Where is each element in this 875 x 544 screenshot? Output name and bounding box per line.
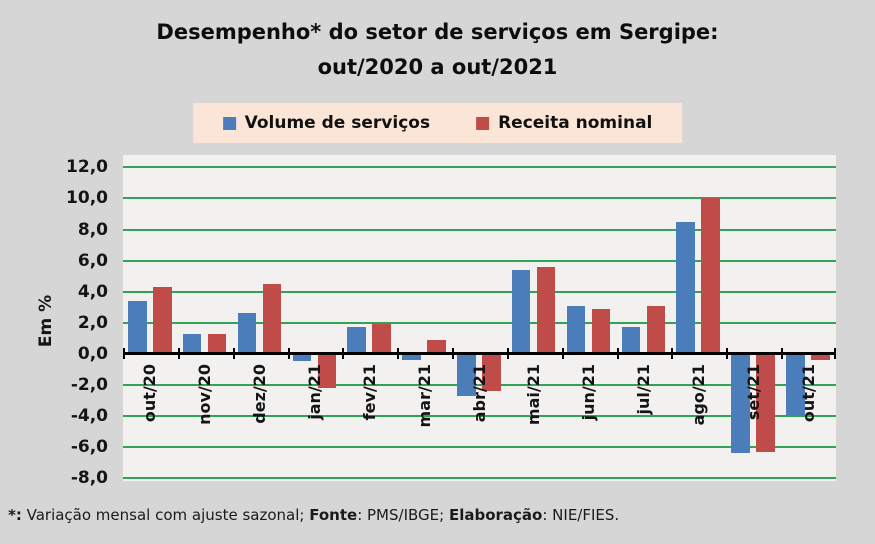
legend: Volume de serviços Receita nominal — [192, 103, 683, 143]
y-tick-label: 0,0 — [77, 343, 108, 364]
bar-jan/21-volume — [292, 353, 312, 362]
bar-abr/21-receita — [482, 353, 501, 391]
plot-area: out/20 nov/20 dez/20 jan/21 fev/21 mar/21 abr/… — [123, 155, 836, 481]
y-tick-label: -6,0 — [70, 436, 108, 457]
gridline-10,0 — [123, 197, 836, 200]
chart-title-line2: out/2020 a out/2021 — [317, 55, 558, 79]
source-note-segment: : PMS/IBGE; — [357, 506, 449, 524]
bar-fev/21-volume — [347, 327, 366, 354]
x-axis-label: nov/20 — [195, 363, 215, 425]
x-axis-label: mar/21 — [414, 363, 434, 428]
bar-set/21-volume — [731, 353, 750, 454]
y-tick-label: 12,0 — [66, 157, 108, 178]
bar-nov/20-receita — [207, 333, 227, 354]
bar-abr/21-volume — [457, 353, 476, 396]
x-axis-tick — [726, 348, 729, 360]
x-axis-label: mai/21 — [524, 363, 544, 425]
x-axis-tick — [616, 348, 619, 360]
volume-series-swatch-icon — [222, 116, 236, 130]
legend-item-receita: Receita nominal — [476, 113, 652, 133]
bar-jun/21-volume — [566, 305, 586, 354]
bar-out/20-receita — [153, 286, 172, 354]
gridline-2,0 — [123, 321, 836, 324]
bar-out/21-volume — [786, 353, 805, 416]
bar-ago/21-volume — [676, 221, 695, 354]
gridline--4,0 — [123, 414, 836, 417]
x-axis-label: jul/21 — [634, 363, 654, 415]
gridline-12,0 — [123, 166, 836, 169]
y-tick-label: 8,0 — [77, 219, 108, 240]
chart-title: Desempenho* do setor de serviços em Serg… — [0, 15, 875, 85]
x-axis-tick — [781, 348, 784, 360]
x-axis-label: jun/21 — [579, 363, 599, 421]
x-axis-tick — [671, 348, 674, 360]
gridline-4,0 — [123, 290, 836, 293]
source-note-segment: *: — [8, 506, 22, 524]
bar-dez/20-receita — [262, 283, 282, 354]
bar-fev/21-receita — [372, 324, 391, 354]
source-note-segment: Fonte — [309, 506, 358, 524]
bar-dez/20-volume — [237, 313, 257, 354]
x-axis-tick — [342, 348, 345, 360]
x-axis-label: set/21 — [743, 363, 763, 420]
bar-mar/21-volume — [402, 353, 421, 360]
x-axis-label: out/21 — [798, 363, 818, 422]
receita-series-swatch-icon — [476, 116, 490, 130]
x-axis-tick — [177, 348, 180, 360]
source-note: *: Variação mensal com ajuste sazonal; F… — [8, 506, 619, 524]
y-tick-label: 2,0 — [77, 312, 108, 333]
legend-label-volume: Volume de serviços — [244, 113, 431, 133]
y-axis: 12,0 10,0 8,0 6,0 4,0 2,0 0,0 -2,0 -4,0 -6,0 -8,0 — [0, 0, 110, 544]
x-axis-tick — [506, 348, 509, 360]
gridline-6,0 — [123, 259, 836, 262]
x-axis-tick — [287, 348, 290, 360]
bar-out/20-volume — [128, 300, 147, 354]
gridline--8,0 — [123, 476, 836, 479]
x-axis-label: out/20 — [140, 363, 160, 422]
bar-ago/21-receita — [701, 198, 720, 354]
source-note-segment: Elaboração — [448, 506, 543, 524]
x-axis-label: jan/21 — [304, 363, 324, 420]
x-axis-label: fev/21 — [359, 363, 379, 421]
bar-out/21-receita — [811, 353, 830, 360]
x-axis-line — [123, 352, 836, 356]
y-tick-label: 4,0 — [77, 281, 108, 302]
gridline--2,0 — [123, 383, 836, 386]
bar-set/21-receita — [756, 353, 775, 452]
x-axis-label: ago/21 — [688, 363, 708, 426]
legend-label-receita: Receita nominal — [498, 113, 653, 133]
x-axis-tick — [452, 348, 455, 360]
bar-mar/21-receita — [427, 339, 446, 354]
x-axis-label: dez/20 — [250, 363, 270, 424]
x-axis-tick — [232, 348, 235, 360]
legend-item-volume: Volume de serviços — [222, 113, 431, 133]
bar-nov/20-volume — [182, 333, 202, 354]
x-axis-tick — [834, 348, 836, 360]
source-note-segment: : NIE/FIES. — [542, 506, 620, 524]
x-axis-tick — [397, 348, 400, 360]
bar-mai/21-volume — [511, 269, 531, 354]
gridline-8,0 — [123, 228, 836, 231]
y-tick-label: -2,0 — [70, 374, 108, 395]
y-tick-label: 10,0 — [66, 188, 108, 209]
x-axis-tick — [123, 348, 125, 360]
source-note-segment: Variação mensal com ajuste sazonal; — [21, 506, 310, 524]
y-tick-label: -4,0 — [70, 405, 108, 426]
bar-jul/21-receita — [646, 305, 666, 354]
bar-jul/21-volume — [621, 327, 641, 354]
gridline--6,0 — [123, 445, 836, 448]
chart-title-line1: Desempenho* do setor de serviços em Serg… — [156, 20, 719, 44]
bar-mai/21-receita — [536, 266, 556, 354]
y-tick-label: -8,0 — [70, 467, 108, 488]
x-axis-label: abr/21 — [469, 363, 489, 422]
y-axis-title: Em % — [36, 294, 56, 348]
y-tick-label: 6,0 — [77, 250, 108, 271]
bar-jan/21-receita — [317, 353, 337, 388]
bar-jun/21-receita — [591, 308, 611, 354]
x-axis-tick — [561, 348, 564, 360]
